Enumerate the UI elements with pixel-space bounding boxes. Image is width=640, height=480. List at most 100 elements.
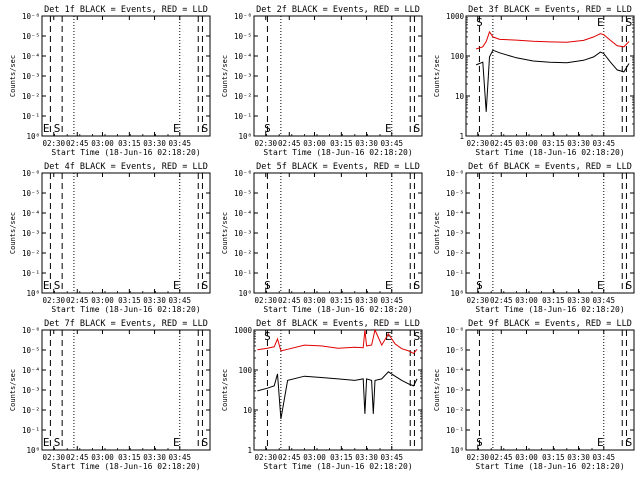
y-tick-label: 10 bbox=[243, 406, 253, 415]
x-tick-label: 03:15 bbox=[118, 453, 141, 462]
panel-title: Det 6f BLACK = Events, RED = LLD bbox=[468, 162, 632, 172]
y-tick-label: 10⁻¹ bbox=[234, 112, 252, 121]
x-tick-label: 03:45 bbox=[168, 139, 191, 148]
event-marker: E bbox=[43, 122, 50, 135]
event-marker: S bbox=[414, 279, 421, 292]
y-tick-label: 10⁻⁴ bbox=[22, 209, 40, 218]
y-axis-label: Counts/sec bbox=[221, 212, 229, 254]
y-tick-label: 10⁻⁵ bbox=[234, 189, 252, 198]
x-tick-label: 03:15 bbox=[542, 139, 565, 148]
x-tick-label: 03:30 bbox=[355, 453, 378, 462]
plot-frame bbox=[253, 15, 423, 137]
event-marker: S bbox=[54, 436, 61, 449]
chart-panel-5: Det 5f BLACK = Events, RED = LLD Counts/s… bbox=[221, 162, 423, 314]
x-tick-label: 02:45 bbox=[490, 453, 513, 462]
panel-title: Det 4f BLACK = Events, RED = LLD bbox=[44, 162, 208, 172]
x-tick-label: 03:45 bbox=[380, 453, 403, 462]
x-axis-label: Start Time (18-Jun-16 02:18:20) bbox=[263, 305, 412, 314]
y-tick-label: 10⁻⁴ bbox=[22, 52, 40, 61]
y-tick-label: 10⁻³ bbox=[22, 229, 40, 238]
x-axis-label: Start Time (18-Jun-16 02:18:20) bbox=[51, 462, 200, 471]
y-tick-label: 10⁻² bbox=[446, 406, 464, 415]
x-tick-label: 03:30 bbox=[355, 296, 378, 305]
plot-frame bbox=[465, 15, 635, 137]
chart-panel-1: Det 1f BLACK = Events, RED = LLD Counts/s… bbox=[9, 5, 211, 157]
panel-title: Det 5f BLACK = Events, RED = LLD bbox=[256, 162, 420, 172]
y-tick-label: 1000 bbox=[446, 12, 465, 21]
x-tick-label: 03:00 bbox=[303, 453, 326, 462]
x-tick-label: 03:00 bbox=[91, 139, 114, 148]
x-tick-label: 03:15 bbox=[118, 296, 141, 305]
y-tick-label: 10⁻⁴ bbox=[234, 52, 252, 61]
event-marker: E bbox=[385, 330, 392, 343]
x-tick-label: 02:30 bbox=[254, 139, 277, 148]
x-tick-label: 03:15 bbox=[330, 296, 353, 305]
event-marker: S bbox=[264, 330, 271, 343]
x-axis-label: Start Time (18-Jun-16 02:18:20) bbox=[51, 148, 200, 157]
x-tick-label: 02:30 bbox=[466, 453, 489, 462]
x-tick-label: 03:45 bbox=[592, 453, 615, 462]
y-tick-label: 10⁰ bbox=[26, 289, 40, 298]
y-tick-label: 10⁻⁶ bbox=[446, 169, 464, 178]
y-tick-label: 10⁻⁶ bbox=[234, 169, 252, 178]
y-tick-label: 1 bbox=[459, 132, 464, 141]
x-tick-label: 03:30 bbox=[143, 139, 166, 148]
x-tick-label: 03:15 bbox=[542, 453, 565, 462]
y-tick-label: 10⁻³ bbox=[234, 229, 252, 238]
x-tick-label: 02:30 bbox=[466, 139, 489, 148]
event-marker: S bbox=[626, 16, 633, 29]
y-axis-label: Counts/sec bbox=[9, 55, 17, 97]
x-tick-label: 03:15 bbox=[330, 453, 353, 462]
event-marker: S bbox=[626, 279, 633, 292]
y-tick-label: 10⁻⁴ bbox=[234, 209, 252, 218]
x-tick-label: 03:45 bbox=[380, 296, 403, 305]
chart-panel-3: Det 3f BLACK = Events, RED = LLD Counts/s… bbox=[433, 5, 635, 157]
y-tick-label: 10⁻⁶ bbox=[22, 169, 40, 178]
x-tick-label: 02:30 bbox=[254, 453, 277, 462]
y-tick-label: 10⁻⁶ bbox=[22, 326, 40, 335]
panel-title: Det 3f BLACK = Events, RED = LLD bbox=[468, 5, 632, 15]
y-tick-label: 10⁻⁵ bbox=[22, 32, 40, 41]
y-tick-label: 10⁻⁵ bbox=[234, 32, 252, 41]
y-tick-label: 10⁻³ bbox=[446, 386, 464, 395]
event-marker: E bbox=[385, 279, 392, 292]
event-marker: E bbox=[385, 122, 392, 135]
event-marker: E bbox=[43, 436, 50, 449]
plot-frame bbox=[465, 172, 635, 294]
y-tick-label: 10⁻³ bbox=[446, 229, 464, 238]
event-marker: E bbox=[173, 122, 180, 135]
event-marker: S bbox=[264, 279, 271, 292]
x-tick-label: 03:00 bbox=[91, 453, 114, 462]
lld-rate-line bbox=[475, 30, 630, 50]
event-marker: S bbox=[202, 279, 209, 292]
x-axis-label: Start Time (18-Jun-16 02:18:20) bbox=[51, 305, 200, 314]
y-tick-label: 10 bbox=[455, 92, 465, 101]
y-tick-label: 100 bbox=[238, 366, 252, 375]
chart-panel-7: Det 7f BLACK = Events, RED = LLD Counts/s… bbox=[9, 319, 211, 471]
event-marker: S bbox=[414, 122, 421, 135]
x-tick-label: 02:45 bbox=[278, 453, 301, 462]
x-axis-label: Start Time (18-Jun-16 02:18:20) bbox=[475, 148, 624, 157]
panel-title: Det 2f BLACK = Events, RED = LLD bbox=[256, 5, 420, 15]
events-rate-line bbox=[257, 371, 418, 419]
y-tick-label: 10⁻⁶ bbox=[22, 12, 40, 21]
y-tick-label: 10⁻⁴ bbox=[446, 209, 464, 218]
y-tick-label: 10⁰ bbox=[238, 132, 252, 141]
plot-frame bbox=[253, 329, 423, 451]
y-tick-label: 10⁻² bbox=[234, 92, 252, 101]
plot-frame bbox=[41, 329, 211, 451]
x-tick-label: 03:00 bbox=[303, 139, 326, 148]
x-tick-label: 03:45 bbox=[592, 139, 615, 148]
event-marker: S bbox=[54, 122, 61, 135]
x-tick-label: 03:30 bbox=[143, 296, 166, 305]
y-axis-label: Counts/sec bbox=[221, 55, 229, 97]
panel-title: Det 9f BLACK = Events, RED = LLD bbox=[468, 319, 632, 329]
y-tick-label: 10⁻¹ bbox=[22, 269, 40, 278]
y-tick-label: 100 bbox=[450, 52, 464, 61]
x-tick-label: 02:45 bbox=[278, 296, 301, 305]
event-marker: S bbox=[264, 122, 271, 135]
y-tick-label: 10⁰ bbox=[26, 446, 40, 455]
x-tick-label: 03:00 bbox=[515, 453, 538, 462]
x-tick-label: 02:45 bbox=[66, 453, 89, 462]
x-tick-label: 03:15 bbox=[542, 296, 565, 305]
